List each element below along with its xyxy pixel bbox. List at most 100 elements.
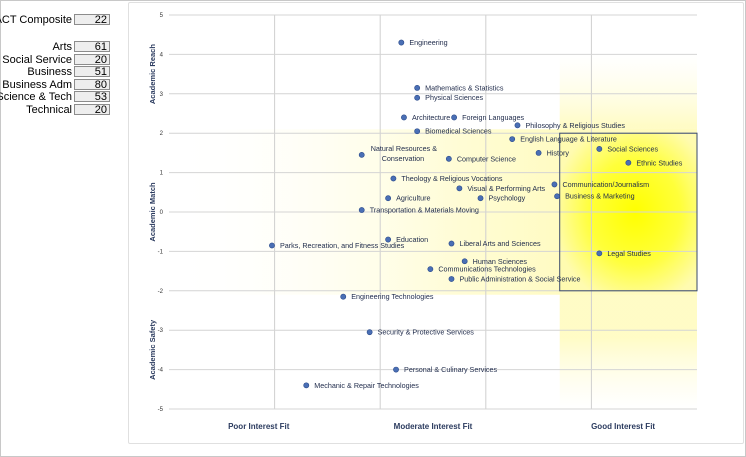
x-category-label: Poor Interest Fit xyxy=(228,422,290,431)
y-tick-label: 3 xyxy=(160,92,164,98)
data-point-label: Personal & Culinary Services xyxy=(404,365,497,374)
data-point xyxy=(448,276,455,282)
data-point-label: Visual & Performing Arts xyxy=(467,184,545,193)
y-tick-label: 0 xyxy=(160,210,164,216)
data-point xyxy=(596,146,603,152)
data-point xyxy=(596,250,603,257)
data-point-label: Computer Science xyxy=(457,154,516,163)
chart-gridlines xyxy=(169,14,698,410)
data-point xyxy=(269,242,275,249)
data-point xyxy=(393,366,399,373)
data-point-label: Social Sciences xyxy=(607,144,658,153)
data-point-label: English Language & Literature xyxy=(520,135,617,144)
data-point xyxy=(461,258,468,265)
data-point-label: Legal Studies xyxy=(607,249,651,258)
data-point-label: Mathematics & Statistics xyxy=(425,83,504,92)
score-label: ACT Composite xyxy=(0,14,72,26)
score-row-social-service: Social Service 20 xyxy=(0,54,118,66)
data-point xyxy=(551,181,558,188)
axis-labels: Academic Reach Academic Match Academic Saf… xyxy=(148,44,655,431)
score-label: Arts xyxy=(52,41,72,53)
score-row-science-tech: Science & Tech 53 xyxy=(0,91,118,103)
score-value: 80 xyxy=(74,79,110,91)
y-tick-label: -1 xyxy=(158,249,164,255)
data-point-label: Transportation & Materials Moving xyxy=(370,206,479,215)
data-point xyxy=(358,151,365,158)
data-point-label: Liberal Arts and Sciences xyxy=(459,239,541,248)
y-band-label: Academic Safety xyxy=(148,319,157,380)
data-point xyxy=(385,195,392,202)
data-points: Engineering Mathematics & StatisticsPhysi… xyxy=(269,38,683,390)
y-tick-label: 2 xyxy=(160,131,164,137)
score-row-technical: Technical 20 xyxy=(0,104,118,116)
data-point xyxy=(385,236,392,243)
y-tick-label: 4 xyxy=(160,52,164,58)
y-band-label: Academic Reach xyxy=(148,44,157,104)
data-point-label: Agriculture xyxy=(396,194,430,203)
score-row-act-composite: ACT Composite 22 xyxy=(0,14,118,26)
score-value: 20 xyxy=(74,54,110,66)
plot-background xyxy=(169,54,697,410)
data-point xyxy=(401,114,407,121)
data-point-label: Communication/Journalism xyxy=(562,180,649,189)
score-label: Science & Tech xyxy=(0,91,72,103)
data-point-label: History xyxy=(547,148,570,157)
data-point xyxy=(451,114,458,121)
data-point-label: Physical Sciences xyxy=(425,93,483,102)
y-tick-label: -5 xyxy=(158,407,164,413)
y-tick-label: -4 xyxy=(158,368,164,374)
y-tick-label: 1 xyxy=(160,171,164,177)
data-point xyxy=(358,207,365,213)
data-point-label: Mechanic & Repair Technologies xyxy=(314,381,419,390)
score-row-arts: Arts 61 xyxy=(0,41,118,53)
data-point xyxy=(427,266,434,273)
data-point xyxy=(445,155,452,162)
data-point xyxy=(366,329,373,336)
y-tick-label: 5 xyxy=(160,13,164,19)
y-axis-ticks: 5 4 3 2 1 0 -1 -2 -3 -4 -5 xyxy=(158,13,164,413)
data-point-label: Ethnic Studies xyxy=(636,158,682,167)
data-point-label: Communications Technologies xyxy=(438,265,536,274)
data-point xyxy=(514,122,521,129)
data-point xyxy=(625,159,632,166)
data-point-label: Human Sciences xyxy=(473,257,528,266)
score-label: Social Service xyxy=(2,54,72,66)
data-point xyxy=(477,195,484,202)
score-row-business-adm: Business Adm 80 xyxy=(0,79,118,91)
data-point-label: Parks, Recreation, and Fitness Studies xyxy=(280,241,405,250)
good-fit-box-outline xyxy=(559,132,698,292)
data-point xyxy=(340,293,347,300)
score-value: 20 xyxy=(74,104,110,116)
data-point xyxy=(398,39,405,46)
data-point-label: Security & Protective Services xyxy=(378,328,475,337)
data-point xyxy=(414,128,421,135)
y-tick-label: -3 xyxy=(158,328,164,334)
score-row-business: Business 51 xyxy=(0,66,118,78)
data-point xyxy=(509,136,516,143)
score-label: Business Adm xyxy=(2,79,72,91)
data-point-label: Philosophy & Religious Studies xyxy=(525,121,625,130)
score-value: 61 xyxy=(74,41,110,53)
data-point-label: Foreign Languages xyxy=(462,113,524,122)
data-point-label: Biomedical Sciences xyxy=(425,127,492,136)
data-point-label: Architecture xyxy=(412,113,450,122)
score-value: 22 xyxy=(74,14,110,26)
data-point xyxy=(414,84,421,91)
data-point-label: Engineering xyxy=(409,38,447,47)
data-point xyxy=(535,149,542,156)
data-point xyxy=(448,240,455,247)
score-value: 51 xyxy=(74,66,110,78)
data-point-label: Natural Resources & xyxy=(371,144,438,153)
data-point xyxy=(390,175,397,182)
chart-container: 5 4 3 2 1 0 -1 -2 -3 -4 -5 Engineering Mathematics … xyxy=(128,2,744,444)
data-point xyxy=(303,382,310,389)
score-label: Technical xyxy=(26,104,72,116)
score-label: Business xyxy=(27,66,72,78)
data-point-label: Public Administration & Social Service xyxy=(459,274,580,283)
data-point-label: Conservation xyxy=(382,154,424,163)
data-point xyxy=(554,193,560,200)
data-point-label: Engineering Technologies xyxy=(351,292,434,301)
score-value: 53 xyxy=(74,91,110,103)
y-band-label: Academic Match xyxy=(148,182,157,242)
data-point-label: Theology & Religious Vocations xyxy=(401,174,502,183)
